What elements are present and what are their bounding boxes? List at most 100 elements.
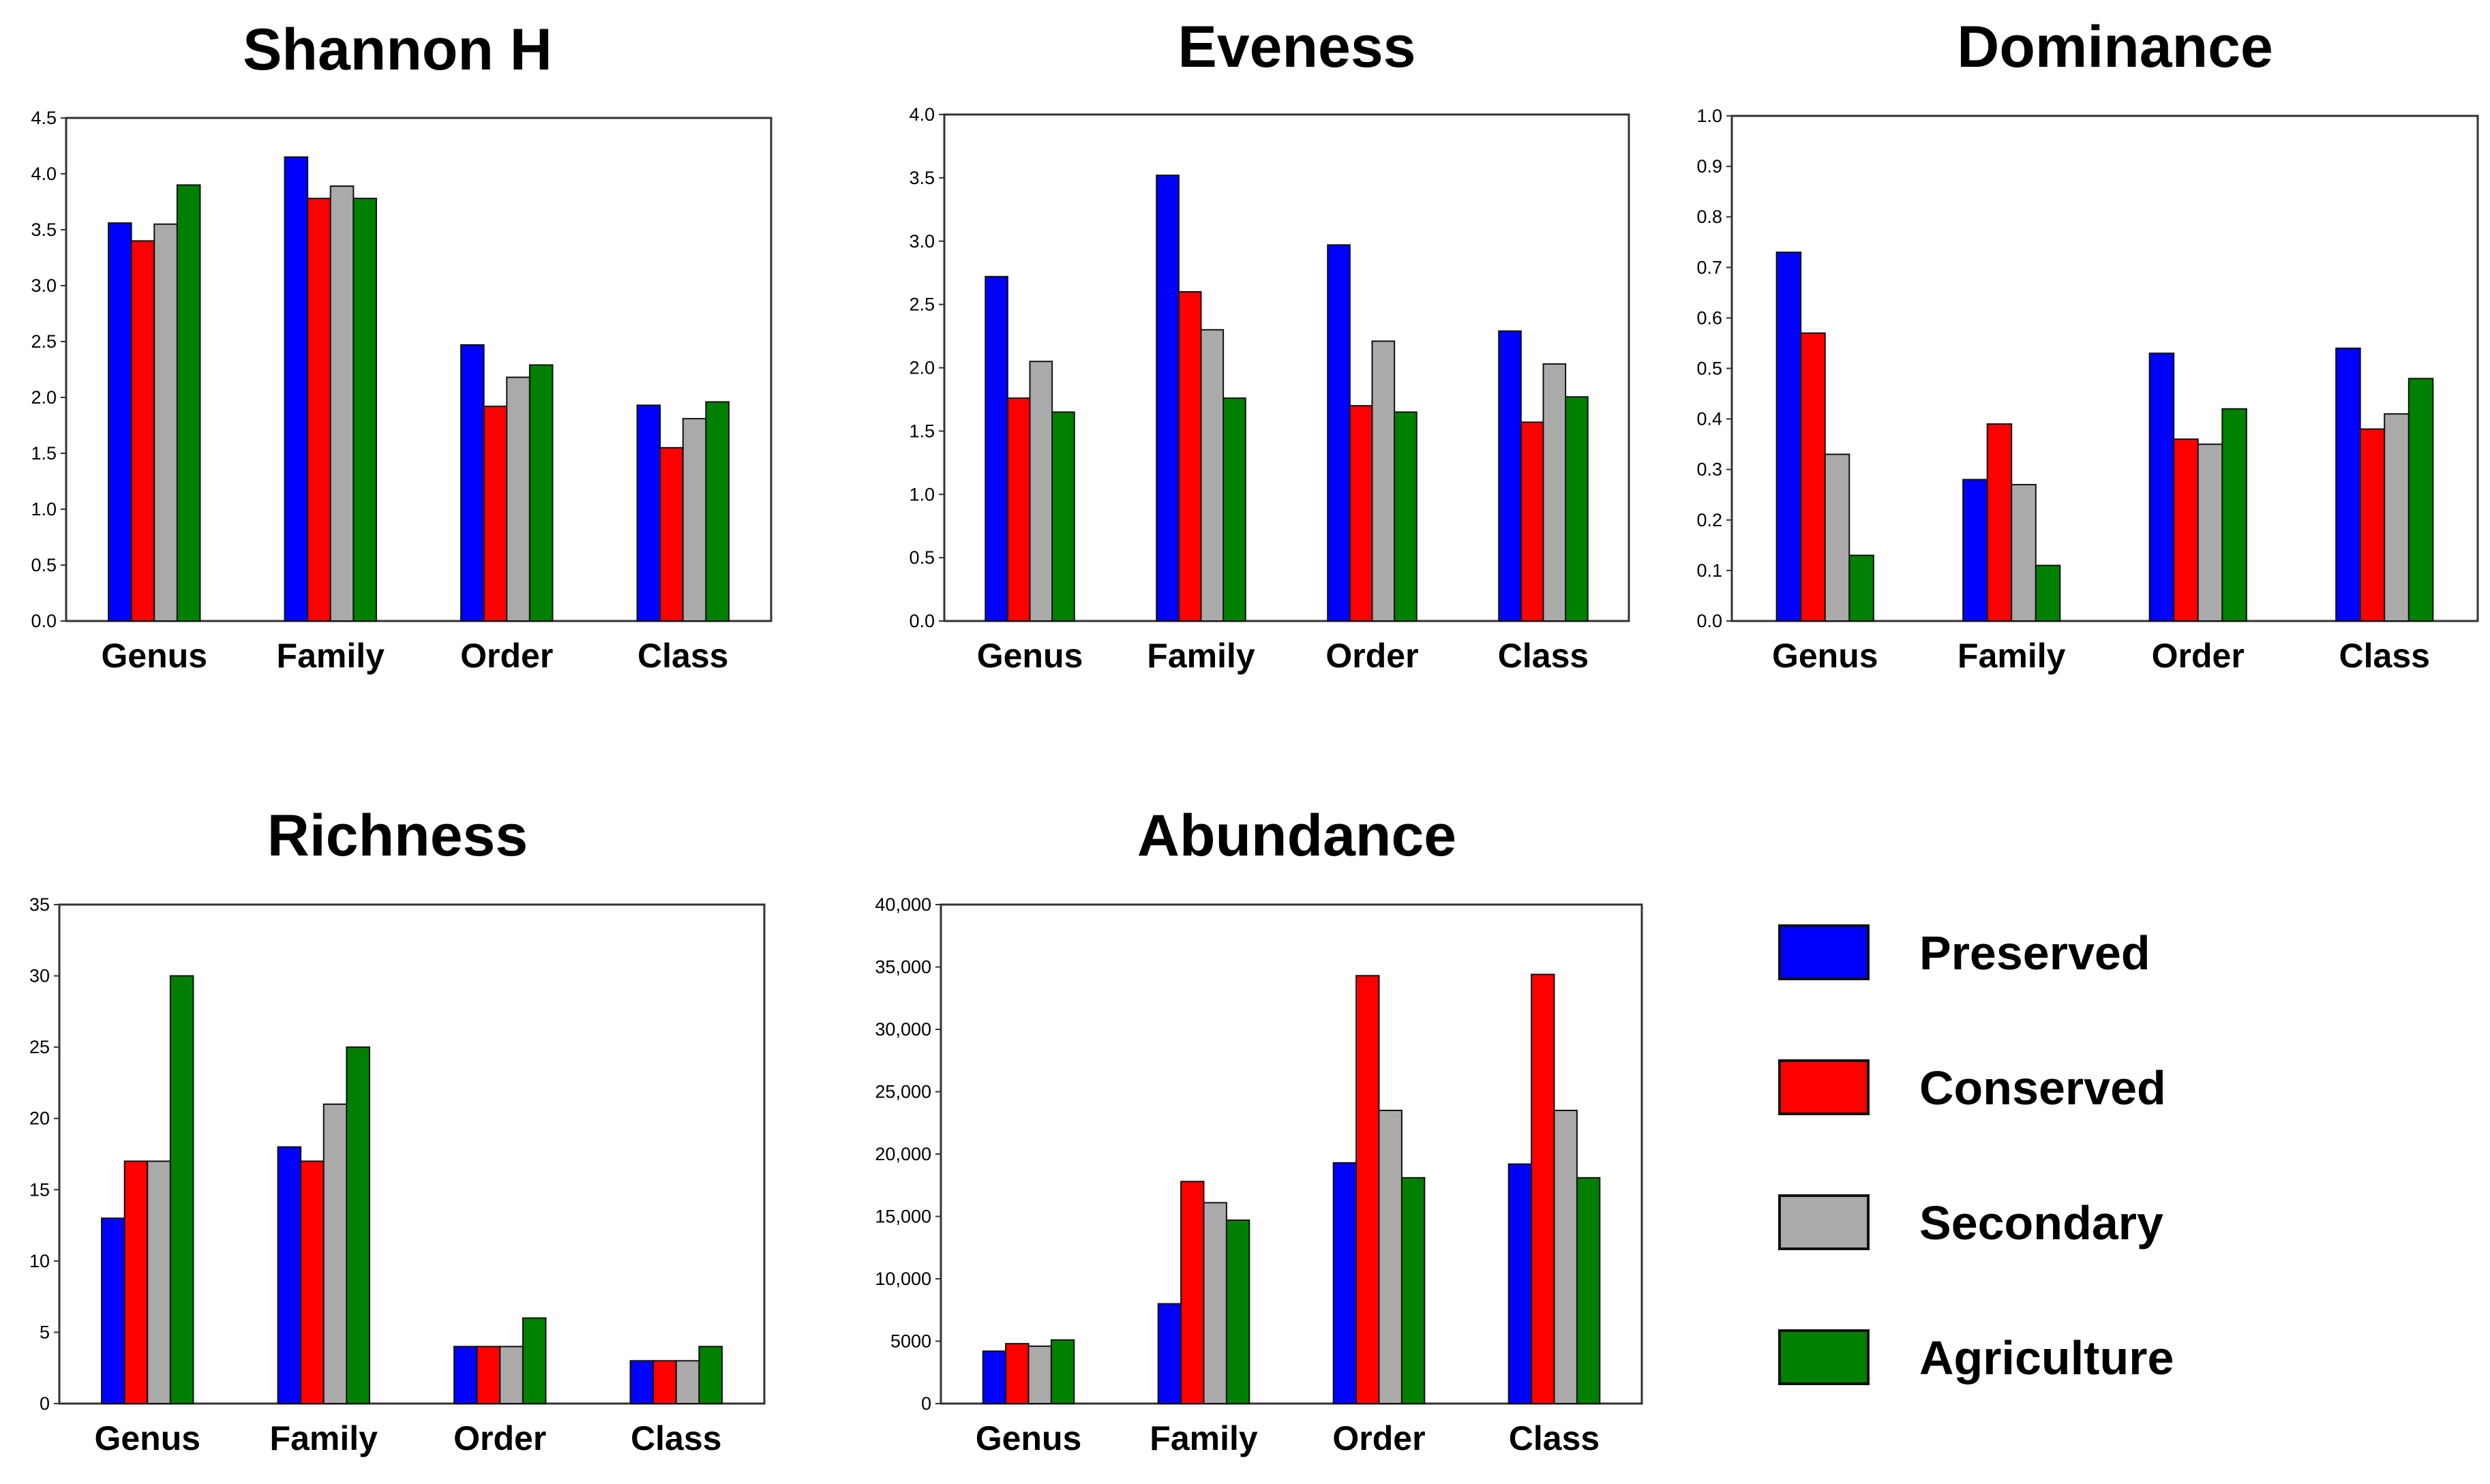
richness-chart: Richness 0 5 10 15 20 25 30 35 Genus Family Order Cl…: [29, 803, 766, 1457]
eveness-bar-secondary-family: [1200, 329, 1225, 622]
abundance-y-tick-label: 35,000: [875, 957, 931, 978]
richness-bar-conserved-order: [476, 1346, 501, 1405]
shannon-y-tick-label: 2.5: [31, 331, 57, 352]
shannon-bar-agriculture-order: [528, 364, 554, 622]
dominance-bar-secondary-family: [2011, 483, 2037, 622]
richness-title: Richness: [267, 803, 528, 868]
eveness-y-tick-label: 3.5: [909, 168, 935, 188]
abundance-y-tick-label: 5000: [890, 1331, 931, 1352]
abundance-x-label-class: Class: [1509, 1419, 1600, 1457]
richness-y-tick-label: 15: [29, 1179, 50, 1200]
shannon-y-tick-label: 3.0: [31, 275, 57, 296]
eveness-bar-preserved-class: [1498, 330, 1522, 622]
eveness-chart: Eveness 0.0 0.5 1.0 1.5 2.0 2.5 3.0 3.5 4.0 Genus F…: [909, 14, 1630, 675]
richness-bar-conserved-class: [652, 1360, 677, 1405]
eveness-bar-agriculture-order: [1394, 411, 1418, 622]
dominance-bar-secondary-genus: [1824, 453, 1850, 622]
abundance-y-tick-label: 10,000: [875, 1269, 931, 1289]
shannon-bar-conserved-family: [307, 198, 331, 622]
dominance-y-tick-label: 0.1: [1696, 560, 1722, 581]
shannon-y-tick-label: 4.5: [31, 108, 57, 128]
abundance-bar-agriculture-genus: [1050, 1339, 1075, 1405]
abundance-bar-agriculture-family: [1225, 1219, 1250, 1404]
shannon-y-tick-label: 0.5: [31, 555, 57, 575]
richness-y-tick-label: 0: [40, 1393, 50, 1414]
legend-label-secondary: Secondary: [1919, 1196, 2163, 1250]
richness-y-tick-label: 30: [29, 966, 50, 986]
shannon-bar-conserved-genus: [130, 240, 155, 622]
shannon-y-tick-label: 3.5: [31, 219, 57, 240]
abundance-y-tick-label: 25,000: [875, 1082, 931, 1102]
richness-y-tick-label: 10: [29, 1251, 50, 1271]
dominance-bar-agriculture-class: [2408, 378, 2434, 622]
dominance-x-label-order: Order: [2152, 637, 2245, 675]
dominance-chart: Dominance 0.0 0.1 0.2 0.3 0.4 0.5 0.6 0.7 0.8 0.9 1…: [1696, 14, 2479, 675]
abundance-bar-conserved-class: [1531, 973, 1555, 1404]
abundance-y-tick-label: 40,000: [875, 894, 931, 915]
richness-bar-preserved-order: [453, 1346, 478, 1405]
dominance-y-tick-label: 0.7: [1696, 257, 1722, 277]
legend-swatch-secondary: [1778, 1194, 1870, 1250]
eveness-x-label-genus: Genus: [977, 637, 1083, 675]
richness-x-label-family: Family: [270, 1419, 378, 1457]
dominance-title: Dominance: [1957, 14, 2273, 80]
eveness-bar-secondary-order: [1371, 340, 1396, 622]
shannon-x-label-class: Class: [638, 637, 728, 675]
abundance-bar-conserved-family: [1180, 1181, 1205, 1404]
abundance-bar-preserved-class: [1508, 1163, 1533, 1404]
charts: Shannon H 0.0 0.5 1.0 1.5 2.0 2.5 3.0 3.5 4.0 4.5 G…: [29, 14, 2479, 1457]
richness-x-label-genus: Genus: [94, 1419, 200, 1457]
dominance-y-tick-label: 1.0: [1696, 106, 1722, 126]
dominance-bar-preserved-genus: [1775, 252, 1802, 622]
dominance-bar-secondary-class: [2384, 413, 2410, 622]
shannon-bar-agriculture-genus: [176, 184, 201, 622]
eveness-y-tick-label: 0.5: [909, 547, 935, 568]
eveness-bar-secondary-class: [1542, 363, 1567, 622]
eveness-bar-preserved-order: [1327, 244, 1351, 622]
abundance-y-tick-label: 0: [921, 1393, 931, 1414]
abundance-bar-conserved-genus: [1005, 1343, 1030, 1405]
dominance-x-label-genus: Genus: [1772, 637, 1878, 675]
eveness-bar-agriculture-genus: [1051, 411, 1075, 622]
abundance-x-label-family: Family: [1150, 1419, 1258, 1457]
richness-bar-conserved-genus: [123, 1160, 149, 1404]
legend-label-preserved: Preserved: [1919, 926, 2150, 980]
eveness-bar-conserved-family: [1178, 291, 1202, 622]
richness-bar-agriculture-order: [522, 1317, 547, 1404]
dominance-y-tick-label: 0.9: [1696, 156, 1722, 177]
shannon-bar-preserved-genus: [108, 222, 132, 622]
richness-y-tick-label: 35: [29, 894, 50, 915]
shannon-bar-agriculture-family: [352, 198, 377, 622]
shannon-bar-preserved-order: [460, 344, 485, 622]
shannon-bar-conserved-order: [483, 406, 508, 622]
dominance-x-label-family: Family: [1957, 637, 2066, 675]
richness-bar-secondary-family: [322, 1103, 348, 1405]
shannon-bar-secondary-family: [329, 185, 355, 622]
eveness-x-label-class: Class: [1498, 637, 1589, 675]
eveness-title: Eveness: [1178, 14, 1415, 80]
shannon-bar-conserved-class: [659, 446, 684, 622]
eveness-bar-agriculture-family: [1222, 397, 1246, 622]
eveness-bar-agriculture-class: [1565, 396, 1589, 622]
dominance-bar-secondary-order: [2197, 443, 2223, 622]
eveness-y-tick-label: 3.0: [909, 231, 935, 252]
abundance-x-label-genus: Genus: [976, 1419, 1082, 1457]
abundance-bar-secondary-family: [1203, 1202, 1227, 1404]
shannon-bar-secondary-order: [506, 376, 530, 622]
dominance-bar-agriculture-genus: [1848, 554, 1874, 622]
eveness-bar-conserved-genus: [1006, 397, 1031, 622]
abundance-bar-preserved-family: [1157, 1303, 1182, 1404]
legend-label-conserved: Conserved: [1919, 1061, 2166, 1115]
dominance-y-tick-label: 0.5: [1696, 359, 1722, 379]
shannon-bar-secondary-class: [682, 418, 707, 622]
eveness-bar-conserved-class: [1520, 421, 1544, 622]
shannon-y-tick-label: 0.0: [31, 611, 57, 631]
dominance-y-tick-label: 0.2: [1696, 510, 1722, 530]
shannon-x-label-order: Order: [460, 637, 553, 675]
dominance-bar-conserved-genus: [1800, 332, 1826, 622]
shannon-bar-secondary-genus: [153, 223, 178, 622]
dominance-y-tick-label: 0.4: [1696, 409, 1722, 429]
dominance-bar-agriculture-order: [2221, 408, 2247, 622]
dominance-bar-agriculture-family: [2035, 564, 2061, 622]
